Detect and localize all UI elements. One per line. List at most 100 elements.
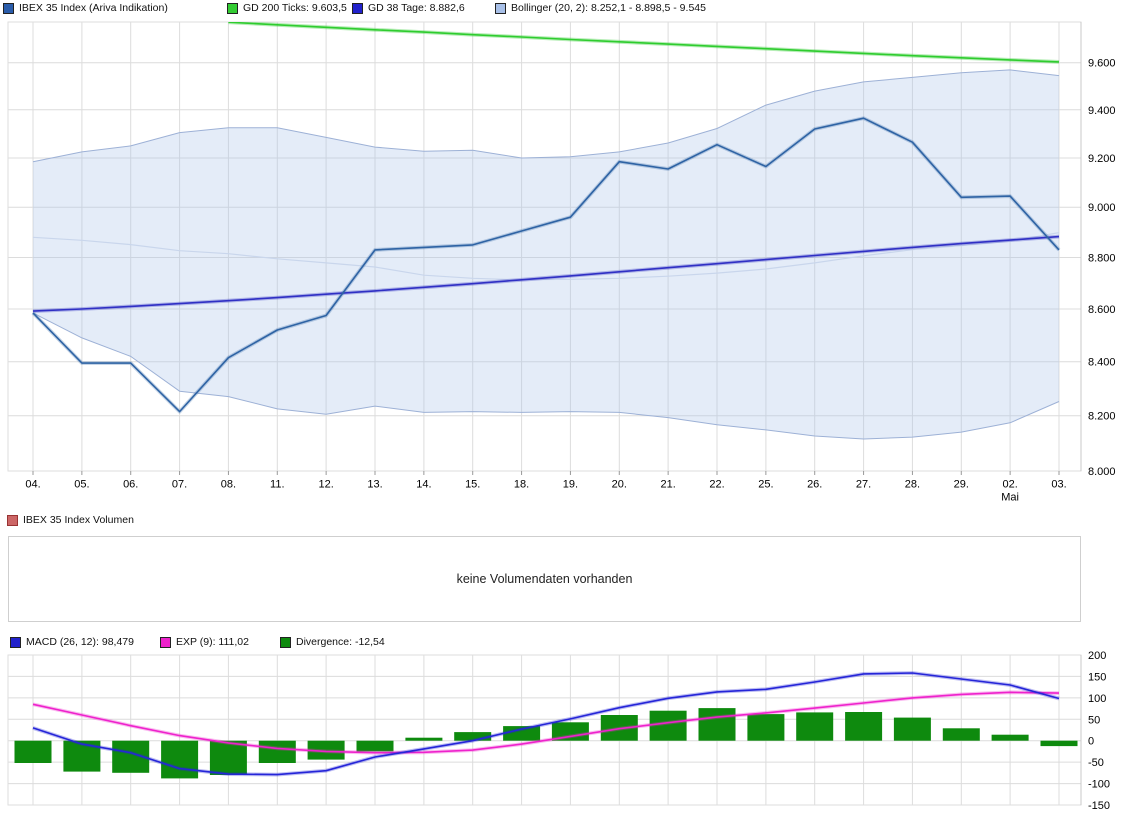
divergence-bar bbox=[649, 710, 687, 741]
legend-label: Bollinger (20, 2): 8.252,1 - 8.898,5 - 9… bbox=[511, 2, 706, 14]
series-gd-38-tage-line bbox=[32, 235, 1060, 312]
axis-tick-label: 18. bbox=[514, 479, 529, 491]
legend-label: IBEX 35 Index Volumen bbox=[23, 514, 134, 526]
axis-tick-label: 100 bbox=[1088, 693, 1106, 705]
volume-empty-panel: keine Volumendaten vorhanden bbox=[8, 536, 1081, 622]
divergence-bar bbox=[698, 708, 736, 741]
series-ibex-35-index-ariva-indikation-line bbox=[32, 117, 1060, 413]
axis-tick-label: 21. bbox=[660, 479, 675, 491]
divergence-bar bbox=[14, 740, 52, 763]
legend-swatch-icon bbox=[7, 515, 18, 526]
legend-item-gd-38-tage-8-882-6: GD 38 Tage: 8.882,6 bbox=[352, 2, 465, 15]
legend-item-divergence-12-54: Divergence: -12,54 bbox=[280, 636, 385, 649]
axis-tick-label: 13. bbox=[367, 479, 382, 491]
legend-item-macd-26-12-98-479: MACD (26, 12): 98,479 bbox=[10, 636, 134, 649]
series-exp-9-line bbox=[32, 691, 1060, 754]
legend-item-bollinger-20-2-8-252-1-8-898-5-9: Bollinger (20, 2): 8.252,1 - 8.898,5 - 9… bbox=[495, 2, 706, 15]
axis-tick-label: 9.400 bbox=[1088, 105, 1116, 117]
axis-tick-label: 25. bbox=[758, 479, 773, 491]
axis-tick-label: 28. bbox=[905, 479, 920, 491]
macd-legend: MACD (26, 12): 98,479 EXP (9): 111,02 Dive… bbox=[0, 636, 1136, 650]
volume-legend: IBEX 35 Index Volumen bbox=[0, 514, 1136, 528]
bollinger-band-fill bbox=[33, 69, 1059, 440]
divergence-bar bbox=[845, 712, 883, 741]
axis-tick-label: 06. bbox=[123, 479, 138, 491]
series-bollinger-20-2-lower-line bbox=[32, 312, 1060, 440]
axis-tick-label: 8.400 bbox=[1088, 357, 1116, 369]
legend-item-ibex-35-index-volumen: IBEX 35 Index Volumen bbox=[7, 514, 134, 527]
series-bollinger-20-2-middle-line bbox=[32, 232, 1060, 281]
legend-swatch-icon bbox=[495, 3, 506, 14]
axis-tick-label: 19. bbox=[563, 479, 578, 491]
axis-tick-label: 11. bbox=[270, 479, 284, 491]
legend-label: IBEX 35 Index (Ariva Indikation) bbox=[19, 2, 168, 14]
legend-swatch-icon bbox=[227, 3, 238, 14]
volume-empty-message: keine Volumendaten vorhanden bbox=[456, 572, 633, 586]
axis-tick-label: -150 bbox=[1088, 800, 1110, 812]
series-gd-200-ticks-line bbox=[228, 22, 1060, 63]
axis-tick-label: Mai bbox=[1001, 492, 1019, 504]
divergence-bar bbox=[503, 726, 541, 741]
legend-item-exp-9-111-02: EXP (9): 111,02 bbox=[160, 636, 249, 649]
axis-tick-label: 8.000 bbox=[1088, 466, 1116, 478]
series-bollinger-20-2-upper-line bbox=[32, 69, 1060, 163]
legend-label: GD 38 Tage: 8.882,6 bbox=[368, 2, 465, 14]
divergence-bar bbox=[796, 712, 834, 741]
axis-tick-label: 50 bbox=[1088, 714, 1100, 726]
axis-tick-label: 0 bbox=[1088, 736, 1094, 748]
axis-tick-label: 04. bbox=[25, 479, 40, 491]
axis-tick-label: 14. bbox=[416, 479, 431, 491]
axis-tick-label: 22. bbox=[709, 479, 724, 491]
divergence-bar bbox=[405, 737, 443, 741]
price-chart: 9.600 9.400 9.200 9.000 8.800 8.600 8.400 8.200… bbox=[7, 21, 1116, 504]
axis-tick-label: -100 bbox=[1088, 779, 1110, 791]
price-series bbox=[31, 22, 1061, 440]
legend-item-ibex-35-index-ariva-indikation: IBEX 35 Index (Ariva Indikation) bbox=[3, 2, 168, 15]
axis-tick-label: 9.000 bbox=[1088, 202, 1116, 214]
divergence-bar bbox=[307, 740, 345, 760]
legend-swatch-icon bbox=[160, 637, 171, 648]
axis-tick-label: 08. bbox=[221, 479, 236, 491]
axis-tick-label: 200 bbox=[1088, 650, 1106, 662]
macd-chart: 200 150 100 50 0 -50 -100 -150 bbox=[7, 650, 1110, 812]
axis-tick-label: 9.600 bbox=[1088, 58, 1116, 70]
legend-label: EXP (9): 111,02 bbox=[176, 636, 249, 648]
divergence-bar bbox=[942, 728, 980, 741]
axis-tick-label: 26. bbox=[807, 479, 822, 491]
axis-tick-label: 20. bbox=[612, 479, 627, 491]
divergence-bar bbox=[454, 732, 492, 741]
axis-tick-label: 07. bbox=[172, 479, 187, 491]
axis-tick-label: 9.200 bbox=[1088, 153, 1116, 165]
axis-tick-label: 03. bbox=[1051, 479, 1066, 491]
axis-tick-label: 8.600 bbox=[1088, 304, 1116, 316]
divergence-bars bbox=[14, 708, 1078, 779]
axis-tick-label: 12. bbox=[318, 479, 333, 491]
axis-tick-label: -50 bbox=[1088, 757, 1104, 769]
legend-swatch-icon bbox=[3, 3, 14, 14]
divergence-bar bbox=[1040, 740, 1078, 747]
divergence-bar bbox=[161, 740, 199, 779]
legend-label: Divergence: -12,54 bbox=[296, 636, 385, 648]
divergence-bar bbox=[551, 722, 589, 741]
legend-swatch-icon bbox=[352, 3, 363, 14]
price-legend: IBEX 35 Index (Ariva Indikation) GD 200 T… bbox=[0, 2, 1136, 16]
divergence-bar bbox=[893, 717, 931, 741]
axis-tick-label: 15. bbox=[465, 479, 480, 491]
axis-tick-label: 02. bbox=[1002, 479, 1017, 491]
divergence-bar bbox=[209, 740, 247, 775]
legend-item-gd-200-ticks-9-603-5: GD 200 Ticks: 9.603,5 bbox=[227, 2, 347, 15]
legend-swatch-icon bbox=[280, 637, 291, 648]
divergence-bar bbox=[991, 734, 1029, 741]
legend-label: MACD (26, 12): 98,479 bbox=[26, 636, 134, 648]
legend-label: GD 200 Ticks: 9.603,5 bbox=[243, 2, 347, 14]
axis-tick-label: 8.800 bbox=[1088, 253, 1116, 265]
axis-tick-label: 8.200 bbox=[1088, 411, 1116, 423]
axis-tick-label: 05. bbox=[74, 479, 89, 491]
series-macd-26-12-line bbox=[32, 672, 1060, 776]
axis-tick-label: 150 bbox=[1088, 671, 1106, 683]
divergence-bar bbox=[356, 740, 394, 752]
legend-swatch-icon bbox=[10, 637, 21, 648]
divergence-bar bbox=[258, 740, 296, 763]
